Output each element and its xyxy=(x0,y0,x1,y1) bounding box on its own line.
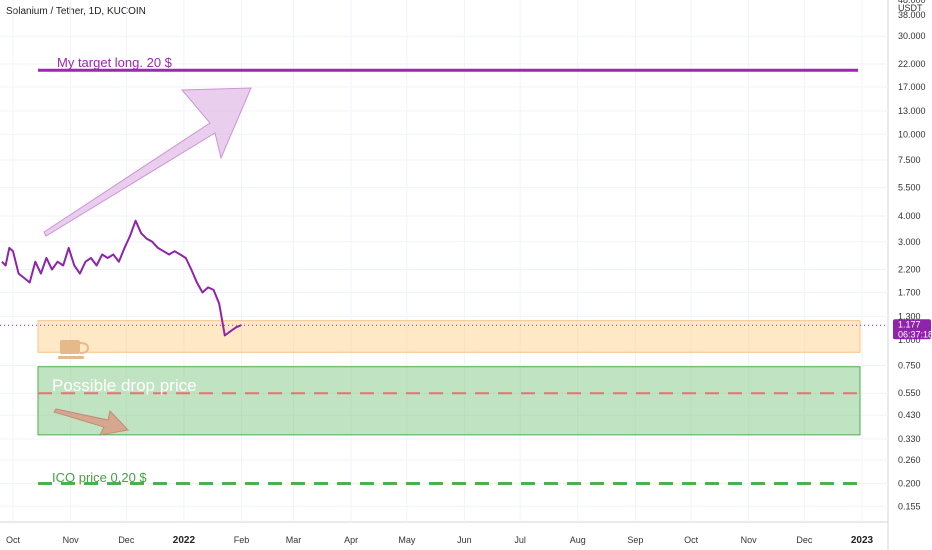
plot-area[interactable] xyxy=(0,0,888,522)
y-tick-label: 13.000 xyxy=(898,106,926,116)
x-tick-label: Oct xyxy=(684,535,699,545)
x-tick-label: Apr xyxy=(344,535,358,545)
y-tick-label: 0.750 xyxy=(898,361,921,371)
x-tick-label: Jul xyxy=(514,535,526,545)
accumulation-zone xyxy=(37,320,861,353)
x-tick-label: Oct xyxy=(6,535,21,545)
y-tick-label: 0.330 xyxy=(898,434,921,444)
y-tick-label: 2.200 xyxy=(898,264,921,274)
y-tick-label: 48.000 xyxy=(898,0,926,5)
down-arrow-drawing xyxy=(53,408,130,436)
ico-price-label: ICO price 0,20 $ xyxy=(52,470,147,485)
last-price-value: 1.177 xyxy=(898,319,921,329)
horizontal-levels xyxy=(38,68,858,486)
y-tick-label: 30.000 xyxy=(898,31,926,41)
y-tick-label: 1.000 xyxy=(898,335,921,345)
y-tick-label: 10.000 xyxy=(898,129,926,139)
chart-title: Solanium / Tether, 1D, KUCOIN xyxy=(6,6,146,17)
x-tick-label: Dec xyxy=(796,535,813,545)
up-arrow-drawing xyxy=(43,87,252,237)
x-tick-label: Nov xyxy=(741,535,758,545)
y-tick-label: 1.700 xyxy=(898,287,921,297)
y-tick-label: 0.430 xyxy=(898,410,921,420)
price-line xyxy=(1,219,242,337)
drop-zone xyxy=(37,366,861,436)
x-tick-label: Mar xyxy=(286,535,302,545)
y-tick-label: 38.000 xyxy=(898,10,926,20)
x-tick-label: Nov xyxy=(63,535,80,545)
grid-lines xyxy=(0,0,888,522)
y-tick-label: 4.000 xyxy=(898,211,921,221)
coffee-cup-icon xyxy=(58,340,90,359)
target-long-label: My target long. 20 $ xyxy=(57,55,173,70)
y-tick-label: 5.500 xyxy=(898,183,921,193)
last-price-badge: 1.177 06:37:18 xyxy=(0,319,932,340)
y-tick-label: 0.550 xyxy=(898,388,921,398)
price-axis[interactable]: 30.000 22.000 17.000 13.000 10.000 7.500 5.500… xyxy=(898,0,926,511)
x-tick-label: Sep xyxy=(627,535,643,545)
currency-label: USDT xyxy=(898,3,923,13)
x-tick-label: Aug xyxy=(570,535,586,545)
y-tick-label: 17.000 xyxy=(898,82,926,92)
y-tick-label: 0.155 xyxy=(898,501,921,511)
possible-drop-label: Possible drop price xyxy=(52,376,197,395)
x-tick-label: May xyxy=(398,535,416,545)
y-tick-label: 0.260 xyxy=(898,455,921,465)
price-series xyxy=(1,219,242,337)
bar-countdown: 06:37:18 xyxy=(898,329,932,339)
x-tick-label: 2023 xyxy=(851,535,874,546)
y-tick-label: 22.000 xyxy=(898,59,926,69)
x-tick-label: 2022 xyxy=(173,535,196,546)
y-tick-label: 0.200 xyxy=(898,479,921,489)
y-tick-label: 7.500 xyxy=(898,155,921,165)
x-tick-label: Jun xyxy=(457,535,472,545)
x-tick-label: Dec xyxy=(118,535,135,545)
y-tick-label: 1.300 xyxy=(898,311,921,321)
y-tick-label: 3.000 xyxy=(898,237,921,247)
price-zones xyxy=(37,320,861,436)
x-tick-label: Feb xyxy=(234,535,250,545)
time-axis[interactable]: Oct Nov Dec 2022 Feb Mar Apr May Jun Jul Aug Sep Oct… xyxy=(6,535,874,546)
